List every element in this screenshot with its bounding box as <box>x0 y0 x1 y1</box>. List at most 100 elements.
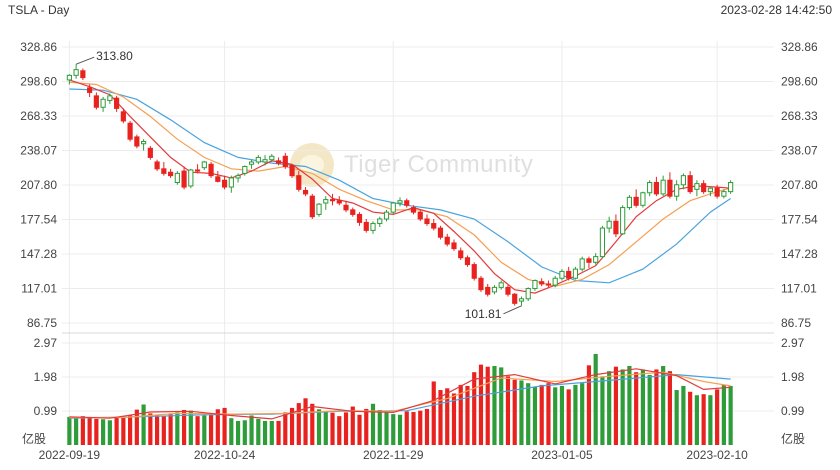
candle-body <box>181 170 187 188</box>
price-tick-right: 117.01 <box>781 282 817 296</box>
volume-bar <box>688 391 693 445</box>
candle-body <box>363 221 369 231</box>
volume-bar <box>620 369 625 445</box>
price-moving-averages <box>69 79 731 294</box>
candlestick <box>431 218 437 231</box>
candlestick <box>262 155 268 166</box>
volume-bar <box>546 383 551 445</box>
candle-body <box>505 286 511 295</box>
candlestick <box>653 176 659 197</box>
candlestick <box>593 253 599 265</box>
candlestick <box>626 195 633 210</box>
candle-body <box>87 87 93 93</box>
volume-bar <box>276 420 281 445</box>
volume-bar <box>694 395 699 445</box>
candlestick <box>599 225 606 258</box>
candle-body <box>437 227 444 238</box>
candle-body <box>545 283 552 286</box>
candle-body <box>343 204 349 211</box>
candle-body <box>714 187 720 197</box>
volume-bar <box>654 369 659 445</box>
candle-body <box>201 161 207 169</box>
volume-bar <box>627 366 632 445</box>
volume-bar <box>438 390 443 445</box>
volume-bar <box>485 366 490 445</box>
candle-body <box>485 286 491 295</box>
candlestick <box>687 171 693 194</box>
candle-body <box>242 166 248 174</box>
candlestick <box>714 184 720 199</box>
candlestick <box>107 93 113 104</box>
candlestick <box>269 153 275 162</box>
candle-body <box>586 258 592 263</box>
date-tick: 2023-01-05 <box>531 448 593 462</box>
high-label-leader <box>75 56 95 65</box>
candlestick <box>410 205 417 215</box>
candlestick <box>667 172 673 199</box>
candlestick <box>302 187 309 197</box>
candle-body <box>221 179 228 188</box>
candlestick <box>559 269 565 281</box>
price-tick-left: 268.33 <box>20 109 57 123</box>
candle-body <box>680 175 686 186</box>
volume-bar <box>532 386 538 445</box>
candlestick <box>458 247 464 261</box>
candlestick <box>114 95 120 112</box>
volume-bar <box>667 371 672 445</box>
candle-body <box>134 136 140 147</box>
candlestick <box>586 256 592 268</box>
candlestick <box>485 283 491 297</box>
volume-tick-left: 2.97 <box>34 336 58 350</box>
candle-body <box>606 220 612 229</box>
volume-ma-short-line <box>69 368 731 420</box>
candle-body <box>120 111 126 122</box>
candlestick <box>424 214 430 226</box>
price-tick-left: 177.54 <box>20 213 57 227</box>
volume-bar <box>80 416 85 445</box>
volume-tick-right: 2.97 <box>781 336 805 350</box>
candle-body <box>471 264 477 279</box>
candle-body <box>154 161 160 170</box>
candlestick <box>350 207 356 217</box>
candlestick <box>613 214 619 238</box>
volume-bar <box>249 415 254 445</box>
candle-body <box>356 213 363 223</box>
volume-bar <box>559 385 565 445</box>
volume-bar <box>161 416 166 445</box>
volume-bar <box>296 403 301 445</box>
candle-body <box>73 69 79 76</box>
candle-body <box>613 220 619 235</box>
candle-body <box>707 187 713 193</box>
candlestick <box>248 159 255 169</box>
volume-bar <box>613 366 619 445</box>
candlestick <box>154 159 160 172</box>
volume-bar <box>357 414 362 445</box>
volume-bar <box>229 418 234 445</box>
volume-bar <box>715 389 720 445</box>
volume-bar <box>607 371 612 445</box>
candlestick <box>498 280 504 290</box>
candle-body <box>275 160 282 164</box>
volume-bar <box>418 410 423 445</box>
candle-body <box>721 191 727 197</box>
candle-body <box>694 183 700 190</box>
candle-body <box>161 168 167 174</box>
price-tick-right: 328.86 <box>781 40 818 54</box>
volume-bar <box>256 418 261 445</box>
candle-body <box>336 200 342 204</box>
candle-body <box>444 236 450 245</box>
candle-body <box>579 258 585 270</box>
candle-body <box>114 97 120 109</box>
volume-bar <box>391 414 396 445</box>
candle-body <box>451 242 457 250</box>
candlestick <box>572 266 579 280</box>
candlestick <box>80 68 86 80</box>
candle-body <box>478 277 484 291</box>
price-tick-right: 207.80 <box>781 178 818 192</box>
volume-bar <box>445 388 450 445</box>
candlestick <box>174 171 180 185</box>
volume-bar <box>94 418 99 445</box>
candle-body <box>174 172 180 183</box>
candlestick <box>660 175 666 197</box>
